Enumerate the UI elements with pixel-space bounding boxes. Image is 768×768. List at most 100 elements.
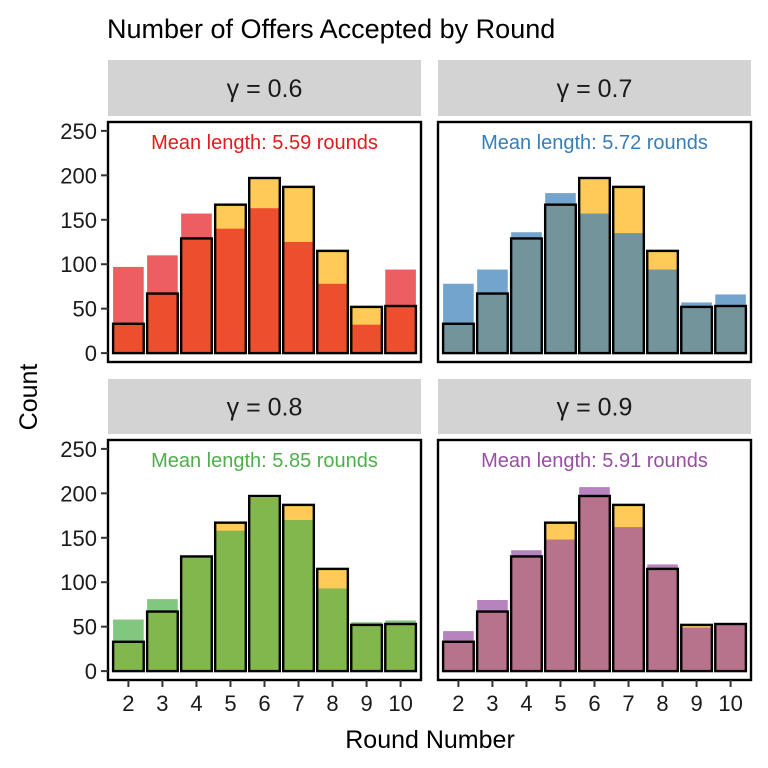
series-bar [443, 631, 474, 672]
series-bar [385, 620, 416, 672]
series-bar [317, 588, 348, 672]
facet-strip [438, 379, 751, 434]
series-bar [113, 266, 144, 354]
reference-bar-outline [247, 494, 282, 673]
series-bar [647, 269, 678, 354]
y-tick-label: 100 [60, 252, 97, 277]
facet-strip-label: γ = 0.9 [557, 394, 633, 422]
reference-bar-outline [282, 503, 316, 673]
x-tick-label: 3 [156, 691, 168, 716]
y-tick-label: 100 [60, 570, 97, 595]
reference-bar-outline [612, 503, 646, 673]
reference-bar-outline [213, 203, 247, 355]
series-bar [215, 228, 246, 354]
reference-bar-outline [179, 555, 213, 673]
series-bar [511, 550, 542, 672]
series-bar [351, 622, 382, 672]
y-tick-label: 250 [60, 119, 97, 144]
reference-bar-outline [316, 249, 350, 355]
y-axis-2: 0 50 100 150 200 250 [60, 437, 108, 684]
x-tick-label: 6 [588, 691, 600, 716]
series-bar [113, 619, 144, 672]
reference-bar-outline [646, 249, 680, 355]
mean-length-annotation: Mean length: 5.72 rounds [481, 132, 708, 154]
facet-strip-label: γ = 0.8 [227, 394, 303, 422]
y-tick-label: 150 [60, 526, 97, 551]
panel-border [436, 120, 753, 364]
reference-bar-outline [680, 623, 714, 673]
series-bar [647, 564, 678, 672]
reference-bar-outline [213, 521, 247, 673]
facet-strip-label: γ = 0.6 [227, 75, 303, 103]
series-bar [317, 283, 348, 354]
y-tick-label: 0 [85, 341, 97, 366]
x-tick-label: 2 [452, 691, 464, 716]
reference-bar-outline [441, 322, 475, 355]
x-tick-label: 5 [554, 691, 566, 716]
panel-border [106, 120, 423, 364]
series-bar [283, 242, 314, 354]
series-bar [511, 232, 542, 354]
reference-bar-outline [316, 567, 350, 673]
y-tick-label: 50 [73, 615, 97, 640]
x-tick-label: 4 [190, 691, 202, 716]
series-bar [443, 283, 474, 354]
reference-bar-outline [111, 640, 145, 673]
y-tick-label: 200 [60, 481, 97, 506]
x-tick-label: 9 [690, 691, 702, 716]
reference-bar-outline [714, 304, 748, 355]
facet-strip [108, 379, 421, 434]
series-bar [545, 539, 576, 672]
series-bar [545, 193, 576, 354]
facet-panels: γ = 0.6 Mean length: 5.59 rounds γ = 0.7 Me… [106, 60, 753, 682]
facet-strip [438, 60, 751, 116]
reference-bar-outline [384, 304, 418, 355]
x-axis-label: Round Number [345, 726, 515, 754]
series-bar [351, 324, 382, 354]
reference-bar-outline [350, 305, 384, 355]
facet-strip [108, 60, 421, 116]
x-tick-label: 2 [122, 691, 134, 716]
reference-bar-outline [111, 322, 145, 355]
series-bar [579, 487, 610, 672]
y-axis-label: Count [15, 364, 43, 431]
reference-bar-outline [509, 237, 543, 355]
mean-length-annotation: Mean length: 5.85 rounds [151, 450, 378, 472]
series-bar [715, 623, 746, 672]
y-tick-label: 150 [60, 208, 97, 233]
x-tick-label: 4 [520, 691, 532, 716]
reference-bar-outline [543, 203, 577, 355]
reference-bar-outline [247, 176, 282, 355]
facet-panel-4: γ = 0.9 Mean length: 5.91 rounds [436, 379, 753, 682]
series-bar [147, 599, 178, 672]
facet-panel-3: γ = 0.8 Mean length: 5.85 rounds [106, 379, 423, 682]
reference-bar-outline [350, 623, 384, 673]
reference-bar-outline [543, 521, 577, 673]
reference-bar-outline [179, 237, 213, 355]
x-tick-label: 10 [718, 691, 742, 716]
facet-panel-1: γ = 0.6 Mean length: 5.59 rounds [106, 60, 423, 364]
series-bar [681, 302, 712, 354]
mean-length-annotation: Mean length: 5.59 rounds [151, 132, 378, 154]
reference-bar-outline [282, 185, 316, 355]
x-tick-label: 3 [486, 691, 498, 716]
reference-bar-outline [577, 176, 612, 355]
facet-strip-label: γ = 0.7 [557, 75, 633, 103]
series-bar [613, 527, 644, 672]
reference-bar-outline [577, 494, 612, 673]
reference-bar-outline [509, 555, 543, 673]
x-tick-label: 10 [388, 691, 412, 716]
series-bar [613, 233, 644, 354]
reference-bar-outline [646, 567, 680, 673]
reference-bar-outline [441, 640, 475, 673]
reference-bar-outline [145, 292, 179, 355]
facet-panel-2: γ = 0.7 Mean length: 5.72 rounds [436, 60, 753, 364]
reference-bar-outline [612, 185, 646, 355]
y-axis-1: 0 50 100 150 200 250 [60, 119, 108, 366]
series-bar [385, 269, 416, 354]
series-bar [147, 255, 178, 354]
x-tick-label: 8 [656, 691, 668, 716]
reference-bar-outline [145, 610, 179, 673]
